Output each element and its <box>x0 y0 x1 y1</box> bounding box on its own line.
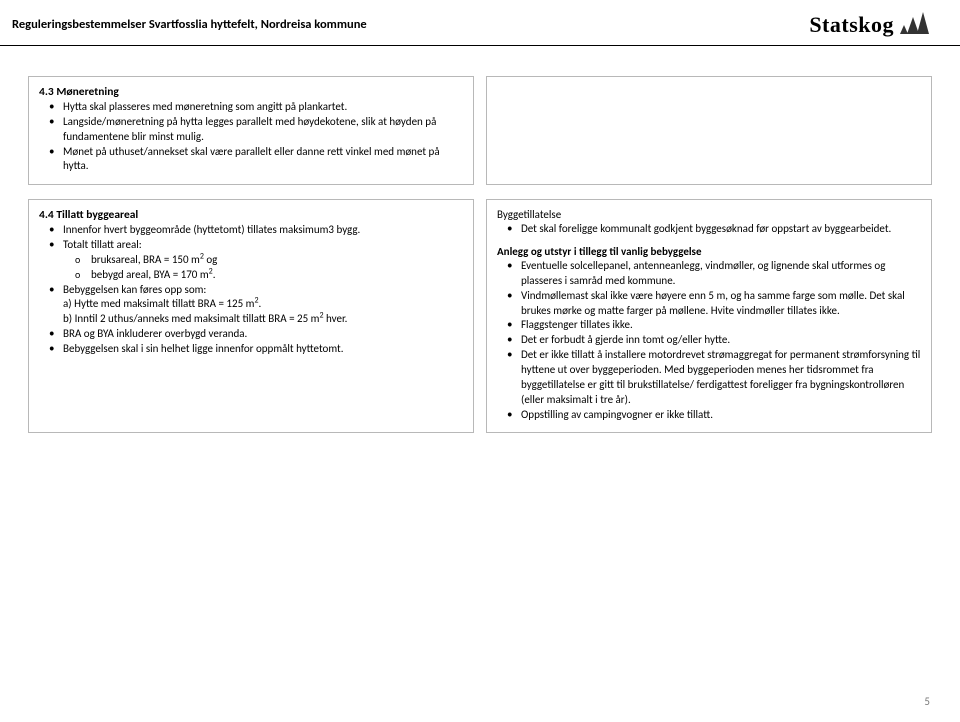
bt-bullet-1: Det skal foreligge kommunalt godkjent by… <box>521 222 921 237</box>
au-bullet-1: Eventuelle solcellepanel, antenneanlegg,… <box>521 259 921 289</box>
s44-b3-a: a) Hytte med maksimalt tillatt BRA = 125… <box>63 297 463 312</box>
logo: Statskog <box>809 10 932 39</box>
s44-b3a-b: . <box>259 297 262 310</box>
s44-bullet-2: Totalt tillatt areal: bruksareal, BRA = … <box>63 238 463 283</box>
anlegg-utstyr-title: Anlegg og utstyr i tillegg til vanlig be… <box>497 245 921 258</box>
section-4-3: 4.3 Møneretning Hytta skal plasseres med… <box>28 76 474 185</box>
s44-b2-o2b: . <box>213 268 216 281</box>
au-bullet-4: Det er forbudt å gjerde inn tomt og/elle… <box>521 333 921 348</box>
s44-b2-text: Totalt tillatt areal: <box>63 238 142 251</box>
s44-bullet-1: Innenfor hvert byggeområde (hyttetomt) t… <box>63 223 463 238</box>
right-column-box: Byggetillatelse Det skal foreligge kommu… <box>486 199 932 433</box>
s44-bullet-3: Bebyggelsen kan føres opp som: a) Hytte … <box>63 283 463 328</box>
header-title: Reguleringsbestemmelser Svartfosslia hyt… <box>12 17 367 32</box>
logo-text: Statskog <box>809 12 894 38</box>
s44-b3a-a: a) Hytte med maksimalt tillatt BRA = 125… <box>63 297 254 310</box>
s44-b3b-a: b) Inntil 2 uthus/anneks med maksimalt t… <box>63 312 319 325</box>
section-4-4: 4.4 Tillatt byggeareal Innenfor hvert by… <box>28 199 474 433</box>
page-header: Reguleringsbestemmelser Svartfosslia hyt… <box>0 0 960 46</box>
au-bullet-5: Det er ikke tillatt å installere motordr… <box>521 348 921 407</box>
byggetillatelse-title: Byggetillatelse <box>497 208 921 221</box>
empty-box-right <box>486 76 932 185</box>
section-4-3-title: 4.3 Møneretning <box>39 85 463 99</box>
s44-bullet-4: BRA og BYA inkluderer overbygd veranda. <box>63 327 463 342</box>
au-bullet-3: Flaggstenger tillates ikke. <box>521 318 921 333</box>
s44-b2-o2a: bebygd areal, BYA = 170 m <box>91 268 209 281</box>
page-content: 4.3 Møneretning Hytta skal plasseres med… <box>0 46 960 447</box>
s43-bullet-3: Mønet på uthuset/annekset skal være para… <box>63 145 463 175</box>
s44-b2-o1: bruksareal, BRA = 150 m2 og <box>91 253 463 268</box>
au-bullet-2: Vindmøllemast skal ikke være høyere enn … <box>521 289 921 319</box>
s44-b2-o1b: og <box>204 253 217 266</box>
section-4-4-title: 4.4 Tillatt byggeareal <box>39 208 463 222</box>
s43-bullet-2: Langside/møneretning på hytta legges par… <box>63 115 463 145</box>
s44-b3-text: Bebyggelsen kan føres opp som: <box>63 283 206 296</box>
s43-bullet-1: Hytta skal plasseres med møneretning som… <box>63 100 463 115</box>
s44-b2-o1a: bruksareal, BRA = 150 m <box>91 253 200 266</box>
s44-bullet-5: Bebyggelsen skal i sin helhet ligge inne… <box>63 342 463 357</box>
page-number: 5 <box>924 695 930 708</box>
s44-b2-o2: bebygd areal, BYA = 170 m2. <box>91 268 463 283</box>
au-bullet-6: Oppstilling av campingvogner er ikke til… <box>521 408 921 423</box>
s44-b3-b: b) Inntil 2 uthus/anneks med maksimalt t… <box>63 312 463 327</box>
s44-b3b-b: hver. <box>324 312 348 325</box>
logo-icon <box>898 10 932 39</box>
